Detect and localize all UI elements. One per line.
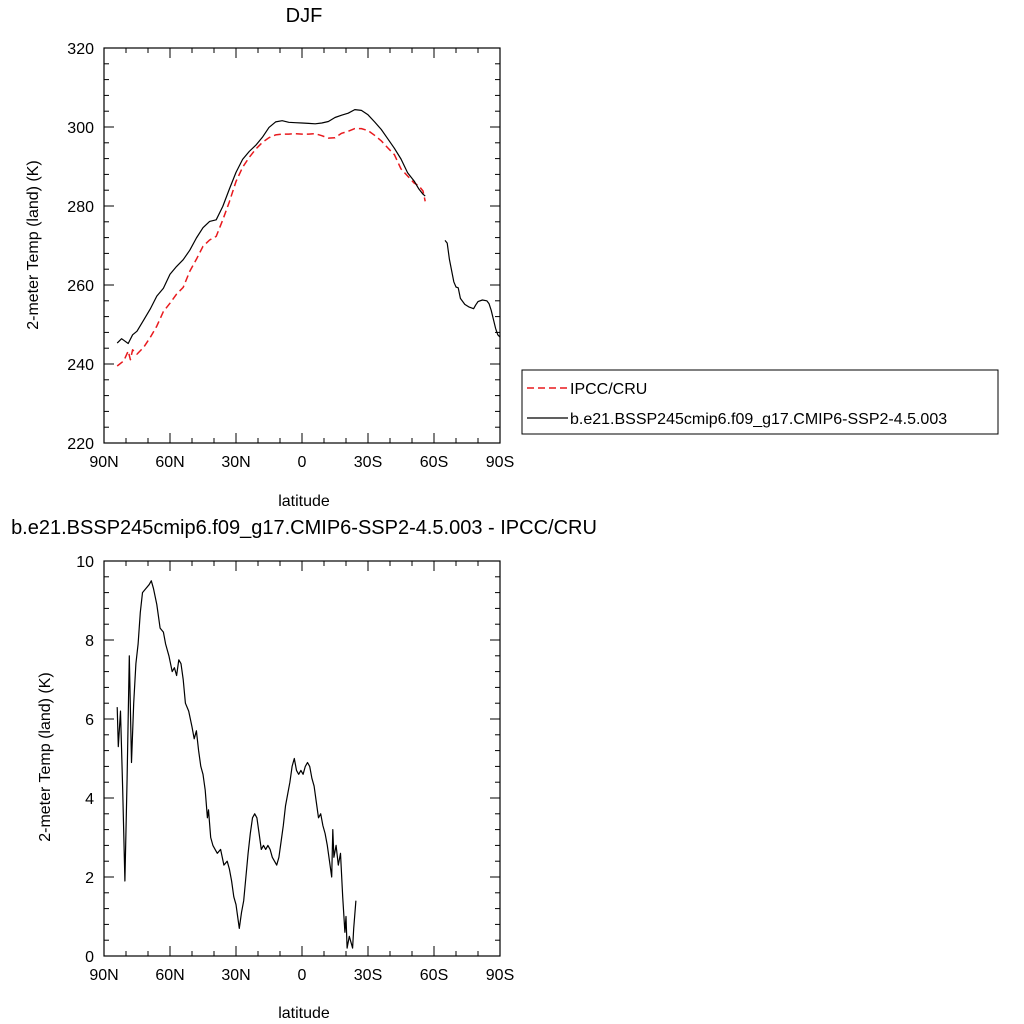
top-y-axis-label: 2-meter Temp (land) (K) <box>25 160 42 330</box>
top-chart-title: DJF <box>286 5 323 27</box>
bottom-plot-frame <box>103 560 501 957</box>
bottom-y-tick-label: 2 <box>85 870 94 887</box>
top-series-1-line-segment-1 <box>444 240 501 338</box>
top-series-0-line-segment-0 <box>116 127 426 367</box>
legend-entry-ipcc-cru: IPCC/CRU <box>570 381 647 398</box>
bottom-x-tick-label: 60S <box>420 967 448 984</box>
top-y-tick-label: 260 <box>67 278 94 295</box>
top-x-tick-label: 90N <box>89 454 118 471</box>
bottom-x-tick-label: 30S <box>354 967 382 984</box>
top-x-tick-label: 0 <box>298 454 307 471</box>
bottom-y-tick-label: 8 <box>85 633 94 650</box>
bottom-x-tick-label: 60N <box>155 967 184 984</box>
top-y-tick-label: 300 <box>67 120 94 137</box>
top-x-tick-label: 30N <box>221 454 250 471</box>
top-plot-frame <box>103 47 501 444</box>
top-plot-area: 90N 60N 30N 0 30S 60S 90S 220 240 260 280 300 320 <box>67 41 514 471</box>
bottom-panel: b.e21.BSSP245cmip6.f09_g17.CMIP6-SSP2-4.… <box>11 517 597 1022</box>
legend-entry-model: b.e21.BSSP245cmip6.f09_g17.CMIP6-SSP2-4.… <box>570 411 947 428</box>
top-x-tick-label: 90S <box>486 454 514 471</box>
bottom-y-tick-label: 0 <box>85 949 94 966</box>
top-y-tick-label: 280 <box>67 199 94 216</box>
top-x-tick-label: 60S <box>420 454 448 471</box>
bottom-y-tick-label: 4 <box>85 791 94 808</box>
bottom-chart-title: b.e21.BSSP245cmip6.f09_g17.CMIP6-SSP2-4.… <box>11 517 597 539</box>
bottom-x-tick-label: 90S <box>486 967 514 984</box>
top-y-tick-label: 320 <box>67 41 94 58</box>
top-panel: DJF 2-meter Temp (land) (K) latitude 90N… <box>25 5 514 510</box>
bottom-x-tick-label: 90N <box>89 967 118 984</box>
top-series-1-line-segment-0 <box>116 108 426 345</box>
top-x-tick-label: 30S <box>354 454 382 471</box>
top-y-tick-label: 240 <box>67 357 94 374</box>
legend-box <box>521 369 999 435</box>
bottom-x-axis-label: latitude <box>278 1005 330 1022</box>
top-y-tick-label: 220 <box>67 436 94 453</box>
top-x-tick-label: 60N <box>155 454 184 471</box>
legend: IPCC/CRU b.e21.BSSP245cmip6.f09_g17.CMIP… <box>521 369 999 435</box>
bottom-y-tick-label: 10 <box>76 554 94 571</box>
bottom-y-tick-label: 6 <box>85 712 94 729</box>
top-x-axis-label: latitude <box>278 493 330 510</box>
bottom-plot-area: 90N 60N 30N 0 30S 60S 90S 0 2 4 6 8 10 <box>76 554 514 984</box>
bottom-x-tick-label: 0 <box>298 967 307 984</box>
bottom-x-tick-label: 30N <box>221 967 250 984</box>
bottom-y-axis-label: 2-meter Temp (land) (K) <box>37 672 54 842</box>
bottom-series-0-line-segment-0 <box>116 580 357 949</box>
